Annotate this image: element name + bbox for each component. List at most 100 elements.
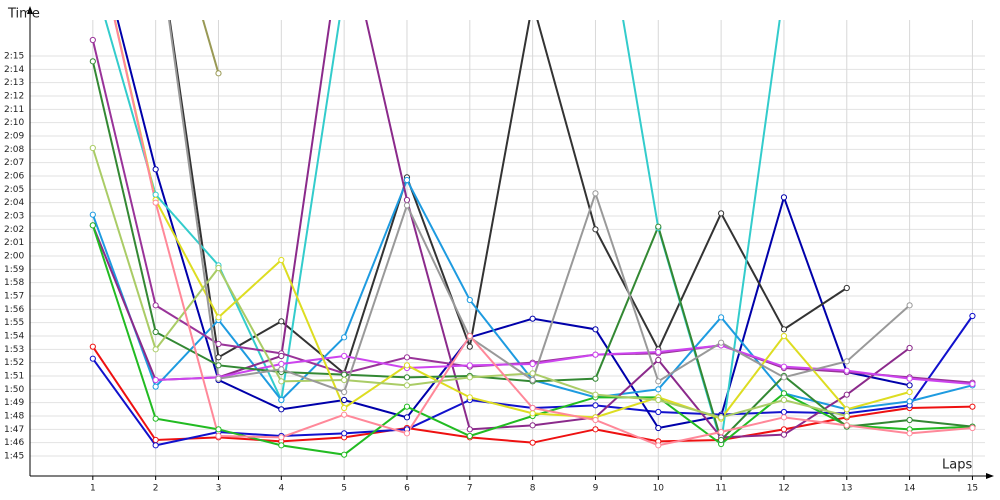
x-tick-label: 11 (715, 484, 726, 494)
x-tick-label: 3 (216, 484, 222, 494)
point (655, 442, 662, 449)
point (529, 315, 536, 322)
point (341, 404, 348, 412)
point (466, 343, 473, 350)
point (718, 414, 725, 421)
point (215, 354, 222, 361)
point (969, 403, 976, 410)
y-tick-label: 2:08 (4, 145, 24, 155)
point (89, 144, 96, 152)
y-tick-label: 1:50 (4, 385, 24, 395)
point (215, 340, 222, 348)
y-tick-label: 2:09 (4, 132, 24, 142)
point (718, 428, 725, 436)
point (215, 362, 222, 369)
point (466, 362, 473, 369)
plot-area (89, 0, 976, 458)
point (906, 398, 913, 405)
x-arrow (986, 473, 994, 479)
x-tick-label: 12 (778, 484, 789, 494)
point (466, 432, 473, 440)
point (780, 390, 788, 397)
y-tick-label: 2:04 (4, 198, 24, 208)
y-tick-label: 2:01 (4, 238, 24, 248)
point (466, 426, 473, 433)
y-tick-label: 2:00 (4, 252, 24, 262)
point (278, 256, 285, 264)
point (403, 354, 411, 361)
point (655, 386, 662, 393)
point (718, 436, 725, 444)
y-tick-label: 1:58 (4, 278, 24, 288)
x-tick-label: 4 (278, 484, 284, 494)
point (278, 378, 285, 385)
point (403, 202, 411, 209)
point (215, 375, 222, 382)
y-tick-label: 1:56 (4, 305, 24, 315)
point (780, 374, 788, 381)
point (969, 424, 976, 432)
y-tick-label: 1:55 (4, 318, 24, 328)
point (403, 403, 411, 410)
y-tick-label: 1:53 (4, 345, 24, 355)
x-tick-label: 6 (404, 484, 410, 494)
y-tick-label: 2:12 (4, 92, 24, 102)
point (718, 314, 725, 321)
x-tick-label: 2 (153, 484, 159, 494)
point (403, 414, 411, 421)
point (530, 0, 535, 5)
y-tick-label: 1:45 (4, 452, 24, 462)
point (718, 210, 725, 217)
y-axis-label: Time (7, 7, 40, 22)
point (592, 351, 599, 358)
point (278, 318, 285, 325)
tick-labels: 1:45 1:46 1:47 1:48 1:49 1:50 1:51 1:52 1:53 1:54… (4, 52, 978, 494)
point (215, 432, 222, 440)
point (969, 312, 976, 320)
point (278, 366, 285, 373)
point (655, 348, 662, 356)
point (906, 344, 913, 352)
point (403, 362, 411, 369)
point (529, 370, 536, 377)
point (592, 391, 599, 398)
point (843, 284, 850, 292)
point (529, 376, 536, 384)
point (780, 363, 788, 370)
point (843, 422, 850, 429)
point (89, 36, 96, 44)
y-tick-label: 2:14 (4, 65, 24, 75)
point (341, 411, 348, 418)
y-arrow (27, 6, 33, 14)
y-tick-label: 2:11 (4, 105, 24, 115)
point (780, 332, 788, 340)
point (341, 388, 348, 396)
x-axis-label: Laps (942, 458, 972, 473)
y-tick-label: 1:59 (4, 265, 24, 275)
y-tick-label: 1:52 (4, 358, 24, 368)
y-tick-label: 1:57 (4, 292, 24, 302)
point (215, 70, 222, 77)
point (780, 396, 788, 404)
x-tick-label: 7 (467, 484, 473, 494)
point (466, 394, 473, 401)
point (529, 404, 536, 412)
point (592, 375, 599, 382)
y-tick-label: 1:54 (4, 332, 24, 342)
point (341, 451, 348, 458)
point (215, 314, 222, 321)
point (906, 388, 913, 396)
x-tick-label: 5 (341, 484, 347, 494)
point (278, 406, 285, 413)
point (341, 430, 348, 437)
point (152, 383, 159, 390)
point (592, 402, 599, 409)
point (592, 190, 599, 197)
y-tick-label: 2:13 (4, 78, 24, 88)
x-tick-label: 10 (653, 484, 665, 494)
point (89, 343, 96, 350)
point (215, 264, 222, 272)
point (89, 355, 96, 362)
point (906, 375, 913, 382)
